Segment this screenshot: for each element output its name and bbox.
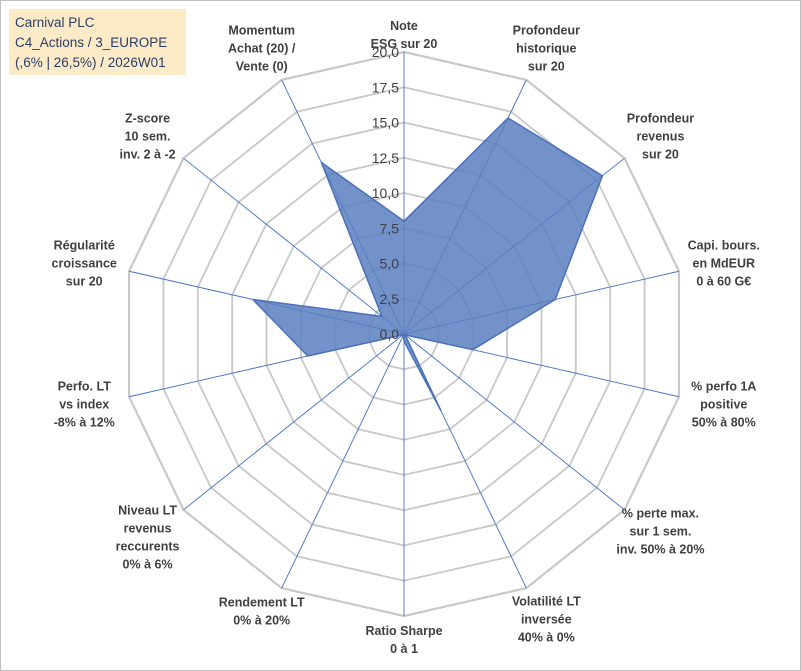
tick-label: 17,5	[372, 79, 399, 95]
title-line-period: (,6% | 26,5%) / 2026W01	[15, 55, 166, 70]
axis-label-11: Régularité croissance sur 20	[52, 238, 117, 288]
tick-label: 5,0	[380, 256, 400, 272]
axis-label-4: % perfo 1A positive 50% à 80%	[691, 380, 756, 430]
axis-label-2: Profondeur revenus sur 20	[627, 111, 694, 161]
spoke-5	[403, 333, 625, 511]
axis-label-12: Z-score 10 sem. inv. 2 à -2	[120, 111, 176, 161]
axis-label-13: Momentum Achat (20) / Vente (0)	[228, 23, 296, 73]
axis-label-10: Perfo. LT vs index -8% à 12%	[54, 380, 115, 430]
series-area	[252, 117, 604, 411]
axis-label-9: Niveau LT revenus reccurents 0% à 6%	[116, 503, 180, 571]
tick-label: 10,0	[372, 185, 399, 201]
radar-axis-labels: Note ESG sur 20 Profondeur historique sur 20…	[52, 19, 760, 656]
chart-title-box: Carnival PLC C4_Actions / 3_EUROPE (,6% …	[9, 9, 186, 75]
tick-label: 20,0	[372, 44, 399, 60]
title-line-company: Carnival PLC	[15, 15, 95, 30]
tick-label: 15,0	[372, 115, 399, 131]
axis-label-0: Note ESG sur 20	[371, 19, 438, 51]
axis-label-8: Rendement LT 0% à 20%	[219, 595, 305, 627]
radar-tick-labels: 0,0 2,5 5,0 7,5 10,0 12,5 15,0 17,5 20,0	[372, 44, 399, 342]
axis-label-6: Volatilité LT inversée 40% à 0%	[512, 595, 581, 645]
tick-label: 12,5	[372, 150, 399, 166]
spoke-12	[183, 157, 405, 335]
title-line-category: C4_Actions / 3_EUROPE	[15, 35, 168, 50]
tick-label: 7,5	[380, 220, 400, 236]
tick-label: 0,0	[380, 326, 400, 342]
spoke-9	[183, 333, 405, 511]
tick-label: 2,5	[380, 291, 400, 307]
axis-label-5: % perte max. sur 1 sem. inv. 50% à 20%	[616, 507, 704, 557]
radar-series	[252, 117, 604, 411]
spoke-8	[281, 333, 405, 589]
axis-label-7: Ratio Sharpe 0 à 1	[365, 624, 442, 656]
axis-label-3: Capi. bours. en MdEUR 0 à 60 G€	[688, 238, 760, 288]
axis-label-1: Profondeur historique sur 20	[513, 23, 580, 73]
